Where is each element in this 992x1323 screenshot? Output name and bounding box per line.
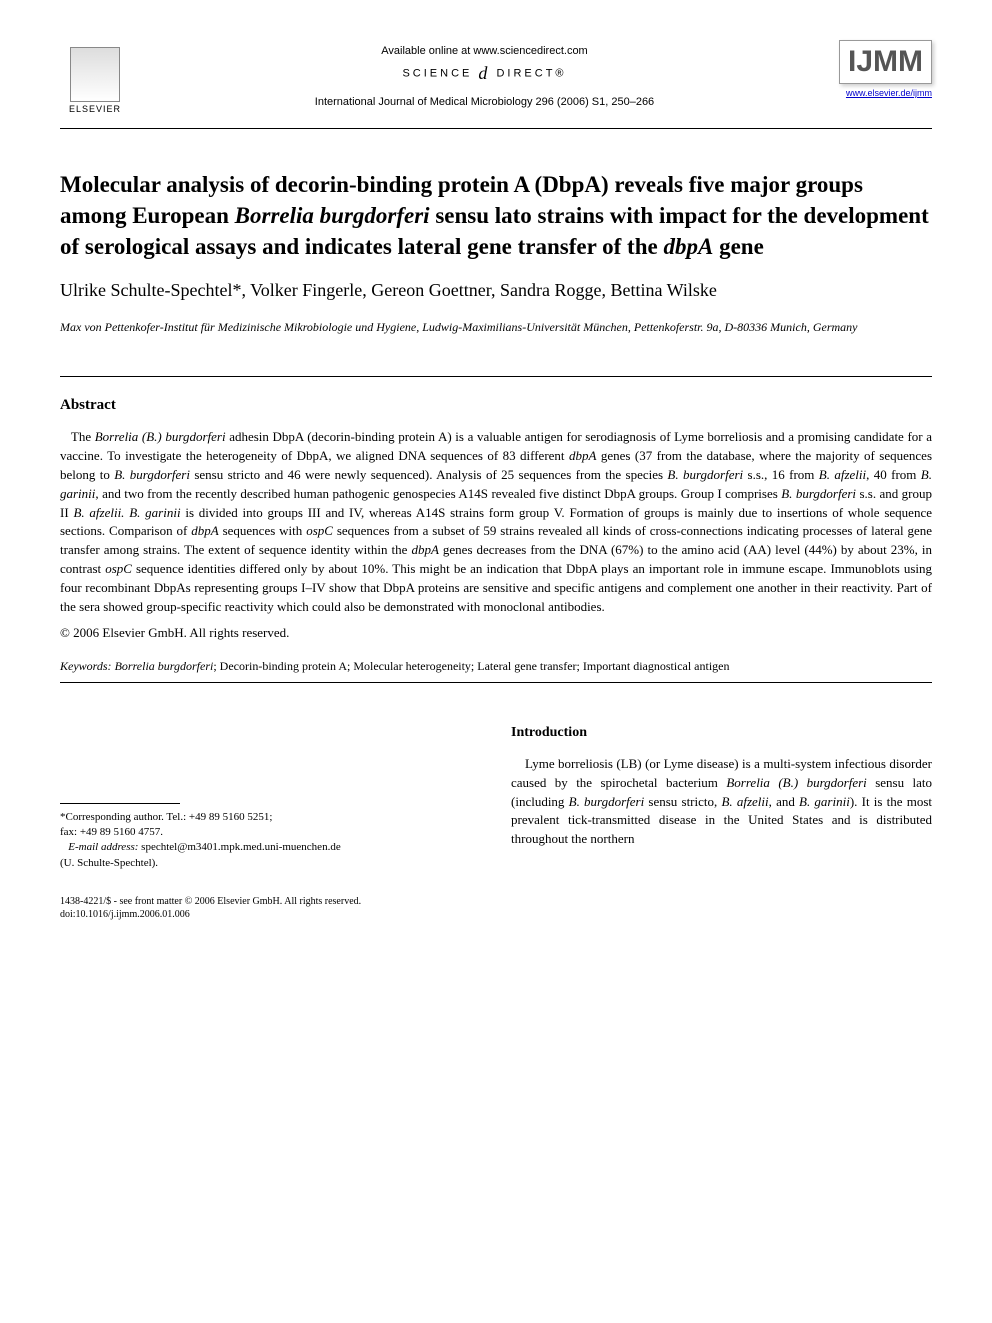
abs-i4: B. burgdorferi [667, 467, 743, 482]
abs-t5: s.s., 16 from [743, 467, 819, 482]
abs-i10: ospC [306, 523, 333, 538]
abs-t13: sequence identities differed only by abo… [60, 561, 932, 614]
email-line: E-mail address: spechtel@m3401.mpk.med.u… [60, 840, 481, 855]
ijmm-box: IJMM www.elsevier.de/ijmm [839, 40, 932, 98]
abs-i3: B. burgdorferi [114, 467, 190, 482]
email-address: spechtel@m3401.mpk.med.uni-muenchen.de [138, 841, 340, 853]
right-column: Introduction Lyme borreliosis (LB) (or L… [511, 723, 932, 872]
abs-t7: , and two from the recently described hu… [95, 486, 781, 501]
doi-line: doi:10.1016/j.ijmm.2006.01.006 [60, 908, 932, 921]
abs-t10: sequences with [219, 523, 307, 538]
email-name: (U. Schulte-Spechtel). [60, 856, 481, 871]
keywords-rest: ; Decorin-binding protein A; Molecular h… [213, 659, 729, 673]
keywords-rule [60, 682, 932, 683]
intro-i4: B. garinii [799, 794, 850, 809]
title-ital1: Borrelia burgdorferi [235, 203, 430, 228]
left-column: *Corresponding author. Tel.: +49 89 5160… [60, 723, 481, 872]
issn-line: 1438-4221/$ - see front matter © 2006 El… [60, 895, 932, 908]
abs-i11: dbpA [411, 542, 438, 557]
abs-t4: sensu stricto and 46 were newly sequence… [190, 467, 667, 482]
sd-right: DIRECT® [496, 67, 566, 79]
article-title: Molecular analysis of decorin-binding pr… [60, 169, 932, 262]
abs-i1: Borrelia (B.) burgdorferi [95, 429, 226, 444]
sd-left: SCIENCE [402, 67, 472, 79]
bottom-metadata: 1438-4221/$ - see front matter © 2006 El… [60, 895, 932, 921]
intro-i1: Borrelia (B.) burgdorferi [726, 775, 866, 790]
keywords-label: Keywords: [60, 659, 115, 673]
science-direct-logo: SCIENCE d DIRECT® [130, 63, 839, 84]
affiliation: Max von Pettenkofer-Institut für Medizin… [60, 319, 932, 336]
abstract-paragraph: The Borrelia (B.) burgdorferi adhesin Db… [60, 428, 932, 616]
abs-i8: B. afzelii. B. garinii [73, 505, 180, 520]
authors-list: Ulrike Schulte-Spechtel*, Volker Fingerl… [60, 278, 932, 303]
abs-i9: dbpA [191, 523, 218, 538]
fax-line: fax: +49 89 5160 4757. [60, 825, 481, 840]
intro-i2: B. burgdorferi [569, 794, 645, 809]
abs-i7: B. burgdorferi [781, 486, 856, 501]
header-rule [60, 128, 932, 129]
journal-citation: International Journal of Medical Microbi… [130, 96, 839, 108]
intro-paragraph: Lyme borreliosis (LB) (or Lyme disease) … [511, 755, 932, 849]
abs-t6: , 40 from [866, 467, 921, 482]
abs-i5: B. afzelii [819, 467, 866, 482]
intro-t3: sensu stricto, [644, 794, 721, 809]
center-header: Available online at www.sciencedirect.co… [130, 40, 839, 108]
abs-i12: ospC [105, 561, 132, 576]
intro-i3: B. afzelii [721, 794, 768, 809]
ijmm-logo: IJMM [839, 40, 932, 84]
intro-heading: Introduction [511, 723, 932, 743]
corr-author: *Corresponding author. Tel.: +49 89 5160… [60, 810, 481, 825]
elsevier-logo: ELSEVIER [60, 40, 130, 120]
abstract-top-rule [60, 376, 932, 377]
two-column-section: *Corresponding author. Tel.: +49 89 5160… [60, 723, 932, 872]
keywords-line: Keywords: Borrelia burgdorferi; Decorin-… [60, 659, 932, 674]
abs-t1: The [71, 429, 95, 444]
sd-at-icon: d [478, 63, 490, 83]
ijmm-link[interactable]: www.elsevier.de/ijmm [839, 88, 932, 98]
intro-t4: , and [769, 794, 799, 809]
abs-i2: dbpA [569, 448, 596, 463]
title-ital2: dbpA [663, 234, 713, 259]
footnрotes: *Corresponding author. Tel.: +49 89 5160… [60, 810, 481, 872]
abstract-copyright: © 2006 Elsevier GmbH. All rights reserve… [60, 625, 932, 641]
title-part3: gene [713, 234, 763, 259]
email-label: E-mail address: [68, 841, 138, 853]
elsevier-label: ELSEVIER [69, 104, 121, 114]
elsevier-tree-icon [70, 47, 120, 102]
abstract-heading: Abstract [60, 397, 932, 414]
header-row: ELSEVIER Available online at www.science… [60, 40, 932, 120]
keywords-ital: Borrelia burgdorferi [115, 659, 214, 673]
available-online-text: Available online at www.sciencedirect.co… [130, 45, 839, 57]
footnote-rule [60, 803, 180, 804]
